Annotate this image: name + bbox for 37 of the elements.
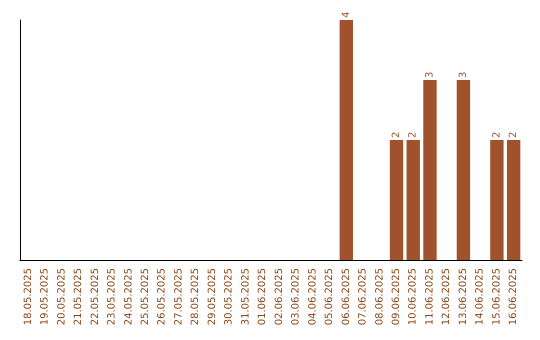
x-tick-label: 14.06.2025 <box>474 268 486 326</box>
x-tick-label: 29.05.2025 <box>206 268 218 326</box>
data-label: 2 <box>408 132 419 138</box>
x-tick-label: 18.05.2025 <box>22 268 34 326</box>
x-tick-label: 03.06.2025 <box>290 268 302 326</box>
x-tick-label: 23.05.2025 <box>106 268 118 326</box>
data-label: 2 <box>508 132 520 138</box>
x-tick-label: 16.06.2025 <box>508 268 520 326</box>
data-label: 2 <box>391 132 402 138</box>
x-tick-label: 08.06.2025 <box>374 268 386 326</box>
x-tick-label: 21.05.2025 <box>73 268 84 326</box>
x-tick-label: 15.06.2025 <box>491 268 502 326</box>
x-tick-label: 31.05.2025 <box>240 268 252 326</box>
x-tick-label: 04.06.2025 <box>307 268 318 326</box>
x-tick-label: 20.05.2025 <box>56 268 68 326</box>
data-label: 4 <box>340 12 352 18</box>
x-tick-label: 24.05.2025 <box>123 268 134 326</box>
x-tick-label: 12.06.2025 <box>441 268 452 326</box>
x-tick-label: 27.05.2025 <box>173 268 184 326</box>
data-label: 3 <box>424 72 436 78</box>
x-tick-label: 19.05.2025 <box>40 268 51 326</box>
x-tick-label: 09.06.2025 <box>391 268 402 326</box>
x-tick-label: 01.06.2025 <box>257 268 268 326</box>
x-tick-label: 30.05.2025 <box>224 268 235 326</box>
x-tick-label: 07.06.2025 <box>358 268 369 326</box>
x-tick-label: 13.06.2025 <box>458 268 469 326</box>
x-tick-label: 06.06.2025 <box>340 268 352 326</box>
x-tick-label: 10.06.2025 <box>408 268 419 326</box>
x-tick-label: 28.05.2025 <box>190 268 202 326</box>
x-tick-label: 05.06.2025 <box>324 268 336 326</box>
data-label: 2 <box>491 132 502 138</box>
data-label: 3 <box>458 72 469 78</box>
x-tick-label: 02.06.2025 <box>274 268 285 326</box>
x-tick-label: 11.06.2025 <box>424 268 436 326</box>
x-tick-label: 25.05.2025 <box>140 268 151 326</box>
x-tick-label: 22.05.2025 <box>90 268 101 326</box>
x-tick-label: 26.05.2025 <box>156 268 168 326</box>
